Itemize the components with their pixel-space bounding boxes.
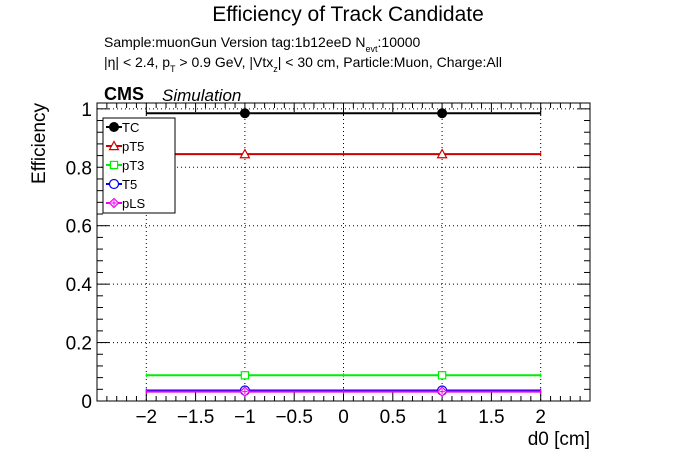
y-tick-label: 0 bbox=[81, 392, 92, 413]
legend-entry-t5-label: T5 bbox=[122, 177, 137, 192]
y-axis-label: Efficiency bbox=[29, 103, 50, 184]
y-tick-label: 0.2 bbox=[66, 334, 92, 355]
x-tick-label: 1 bbox=[437, 407, 448, 428]
y-tick-label: 0.6 bbox=[66, 217, 92, 238]
cuts-info-a: |η| < 2.4, p bbox=[104, 54, 171, 70]
legend-entry-pt5-marker bbox=[108, 140, 120, 151]
legend-entry-tc-marker bbox=[109, 122, 119, 132]
series-pt5-point bbox=[436, 148, 448, 159]
cuts-info-b-sub: z bbox=[273, 64, 278, 74]
legend-entry-pt3-label: pT3 bbox=[122, 158, 144, 173]
series-pt3-point bbox=[240, 371, 250, 380]
legend-entry-pt5-label: pT5 bbox=[122, 139, 144, 154]
sample-info: Sample:muonGun Version tag:1b12eeD Nevt:… bbox=[104, 34, 421, 54]
sample-info-prefix: Sample:muonGun Version tag:1b12eeD N bbox=[104, 34, 366, 50]
x-tick-label: −1 bbox=[234, 407, 256, 428]
series-tc-point bbox=[239, 108, 250, 119]
simulation-label: Simulation bbox=[162, 86, 242, 105]
x-tick-label: 2 bbox=[535, 407, 546, 428]
x-tick-label: −0.5 bbox=[275, 407, 313, 428]
series-tc-point bbox=[437, 108, 448, 119]
cuts-info-b: > 0.9 GeV, |Vtx bbox=[175, 54, 274, 70]
y-tick-label: 0.4 bbox=[66, 275, 93, 296]
x-tick-label: 1.5 bbox=[478, 407, 504, 428]
cuts-info-c: | < 30 cm, Particle:Muon, Charge:All bbox=[277, 54, 502, 70]
legend-entry-tc-label: TC bbox=[122, 120, 139, 135]
x-tick-label: 0 bbox=[338, 407, 349, 428]
x-tick-label: −2 bbox=[135, 407, 157, 428]
sample-info-suffix: :10000 bbox=[377, 34, 421, 50]
x-tick-label: 0.5 bbox=[380, 407, 406, 428]
cuts-info: |η| < 2.4, pT > 0.9 GeV, |Vtxz| < 30 cm,… bbox=[104, 54, 502, 74]
legend-entry-pt3-marker bbox=[109, 160, 119, 170]
x-tick-label: −1.5 bbox=[177, 407, 215, 428]
legend-entry-pls-label: pLS bbox=[122, 196, 145, 211]
y-tick-label: 0.8 bbox=[66, 158, 92, 179]
sample-info-sub: evt bbox=[365, 44, 378, 54]
legend-entry-t5-marker bbox=[108, 178, 120, 190]
series-pt5-point bbox=[239, 148, 251, 159]
x-axis-label: d0 [cm] bbox=[528, 429, 590, 450]
chart-title: Efficiency of Track Candidate bbox=[212, 3, 484, 26]
y-tick-label: 1 bbox=[81, 100, 92, 121]
cuts-info-a-sub: T bbox=[170, 64, 176, 74]
cms-label: CMS bbox=[104, 84, 144, 104]
series-pt3-point bbox=[437, 371, 447, 380]
